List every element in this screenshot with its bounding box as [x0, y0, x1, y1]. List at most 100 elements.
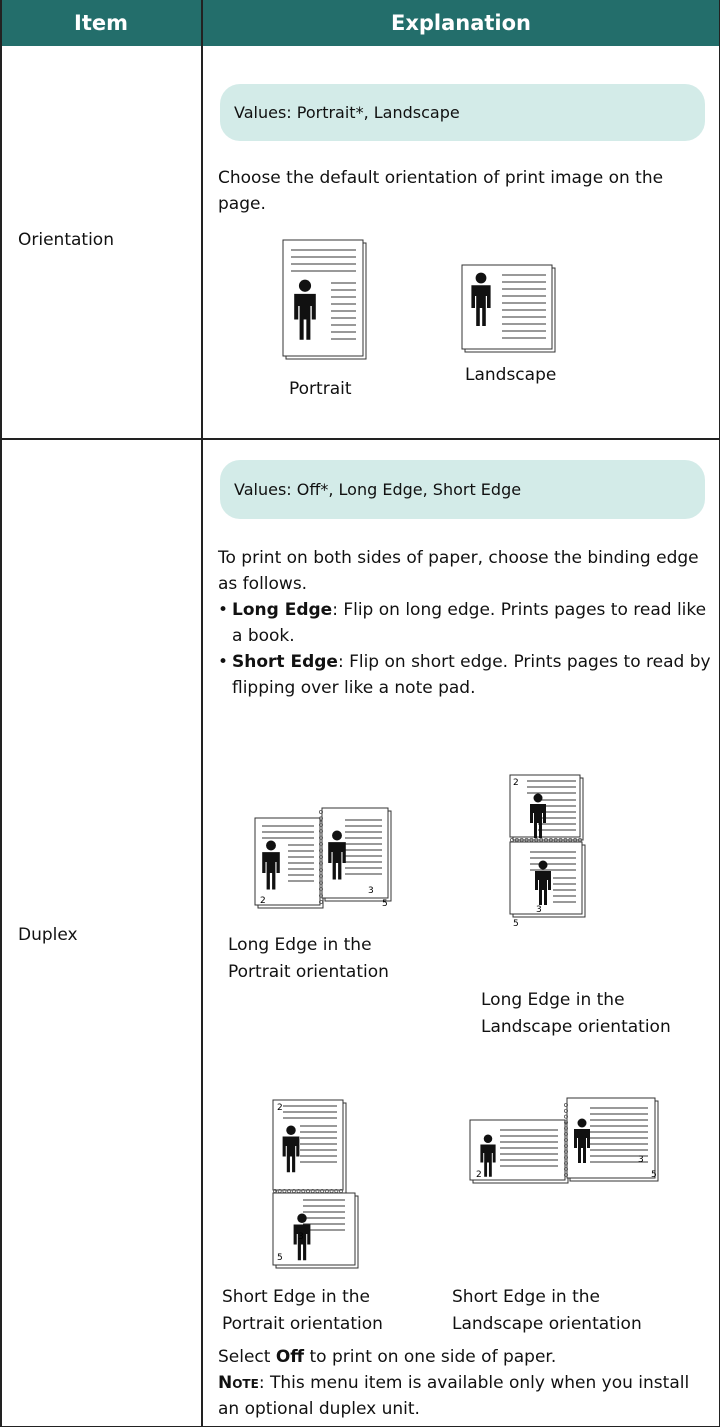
- header-item: Item: [0, 0, 202, 46]
- spiral: [318, 848, 323, 853]
- spiral: [318, 887, 323, 892]
- item-label: Orientation: [18, 230, 114, 250]
- spiral: [318, 810, 323, 815]
- border: [201, 0, 203, 1427]
- spiral: [564, 1143, 569, 1148]
- spiral: [514, 838, 519, 843]
- spiral: [563, 838, 568, 843]
- spiral: [296, 1189, 301, 1194]
- spiral: [334, 1189, 339, 1194]
- spiral: [318, 893, 323, 898]
- caption: Short Edge in the Portrait orientation: [222, 1284, 383, 1338]
- spiral: [318, 867, 323, 872]
- spiral: [318, 855, 323, 860]
- border: [0, 438, 720, 440]
- person-body: [535, 871, 551, 905]
- term: Short Edge: [232, 652, 338, 672]
- note-label: Note: [218, 1373, 259, 1393]
- spiral: [329, 1189, 334, 1194]
- spiral: [315, 1189, 320, 1194]
- spiral: [578, 838, 583, 843]
- spiral: [318, 880, 323, 885]
- spiral: [272, 1189, 277, 1194]
- spiral: [564, 1173, 569, 1178]
- person-body: [294, 293, 316, 340]
- page-number: 3: [638, 1155, 644, 1165]
- spiral: [509, 838, 514, 843]
- description: To print on both sides of paper, choose …: [218, 548, 699, 594]
- spiral: [558, 838, 563, 843]
- spiral: [318, 861, 323, 866]
- footer-line: Select Off to print on one side of paper…: [218, 1344, 713, 1370]
- page-number: 2: [277, 1103, 283, 1113]
- spiral: [529, 838, 534, 843]
- person-head: [266, 840, 276, 851]
- spiral: [318, 835, 323, 840]
- spiral: [564, 1126, 569, 1131]
- page-number: 5: [651, 1170, 657, 1180]
- caption-line: Short Edge in the: [452, 1287, 601, 1307]
- person-head: [483, 1134, 493, 1144]
- spiral: [318, 874, 323, 879]
- border: [718, 0, 720, 1427]
- duplex-text: To print on both sides of paper, choose …: [218, 545, 713, 701]
- caption-line: Portrait orientation: [228, 962, 389, 982]
- person-head: [533, 793, 543, 803]
- page-number: 2: [513, 778, 519, 788]
- caption: Long Edge in the Portrait orientation: [228, 932, 389, 986]
- border: [0, 1425, 720, 1427]
- spiral: [524, 838, 529, 843]
- spiral: [519, 838, 524, 843]
- page-number: 3: [368, 886, 374, 896]
- caption-line: Short Edge in the: [222, 1287, 371, 1307]
- spiral: [564, 1149, 569, 1154]
- page-number: 2: [476, 1170, 482, 1180]
- person-head: [538, 860, 548, 870]
- spiral: [318, 842, 323, 847]
- page: [321, 807, 389, 899]
- header-explanation: Explanation: [202, 0, 720, 46]
- spiral: [318, 900, 323, 905]
- spiral: [564, 1155, 569, 1160]
- caption-line: Long Edge in the: [228, 935, 372, 955]
- person-head: [286, 1125, 296, 1135]
- spiral: [564, 1138, 569, 1143]
- page-number: 5: [382, 899, 388, 909]
- spiral: [287, 1189, 292, 1194]
- caption-line: Long Edge in the: [481, 990, 625, 1010]
- person-body: [282, 1136, 300, 1173]
- spiral: [553, 838, 558, 843]
- spiral: [310, 1189, 315, 1194]
- caption-line: Landscape orientation: [481, 1017, 671, 1037]
- description: Choose the default orientation of print …: [218, 168, 664, 214]
- spiral: [548, 838, 553, 843]
- spiral: [318, 816, 323, 821]
- spiral: [539, 838, 544, 843]
- person-body: [530, 804, 546, 838]
- person-body: [574, 1129, 590, 1163]
- caption-line: Portrait orientation: [222, 1314, 383, 1334]
- page-number: 5: [277, 1253, 283, 1263]
- person-head: [332, 830, 342, 841]
- person-body: [328, 842, 346, 880]
- spiral: [318, 822, 323, 827]
- spiral: [544, 838, 549, 843]
- spiral: [564, 1132, 569, 1137]
- item-label: Duplex: [18, 925, 78, 945]
- values-box: Values: Off*, Long Edge, Short Edge: [220, 460, 705, 519]
- bullet: Short Edge: Flip on short edge. Prints p…: [218, 649, 713, 701]
- values-box: Values: Portrait*, Landscape: [220, 84, 705, 141]
- footer-text: Select Off to print on one side of paper…: [218, 1344, 713, 1422]
- spiral: [338, 1189, 343, 1194]
- spiral: [320, 1189, 325, 1194]
- spiral: [573, 838, 578, 843]
- bullet-text: : Flip on long edge. Prints pages to rea…: [232, 600, 707, 646]
- person-body: [293, 1224, 311, 1261]
- bullet: Long Edge: Flip on long edge. Prints pag…: [218, 597, 713, 649]
- spiral: [564, 1114, 569, 1119]
- bold: Off: [275, 1347, 305, 1367]
- caption: Landscape: [465, 365, 557, 385]
- person-head: [298, 279, 312, 292]
